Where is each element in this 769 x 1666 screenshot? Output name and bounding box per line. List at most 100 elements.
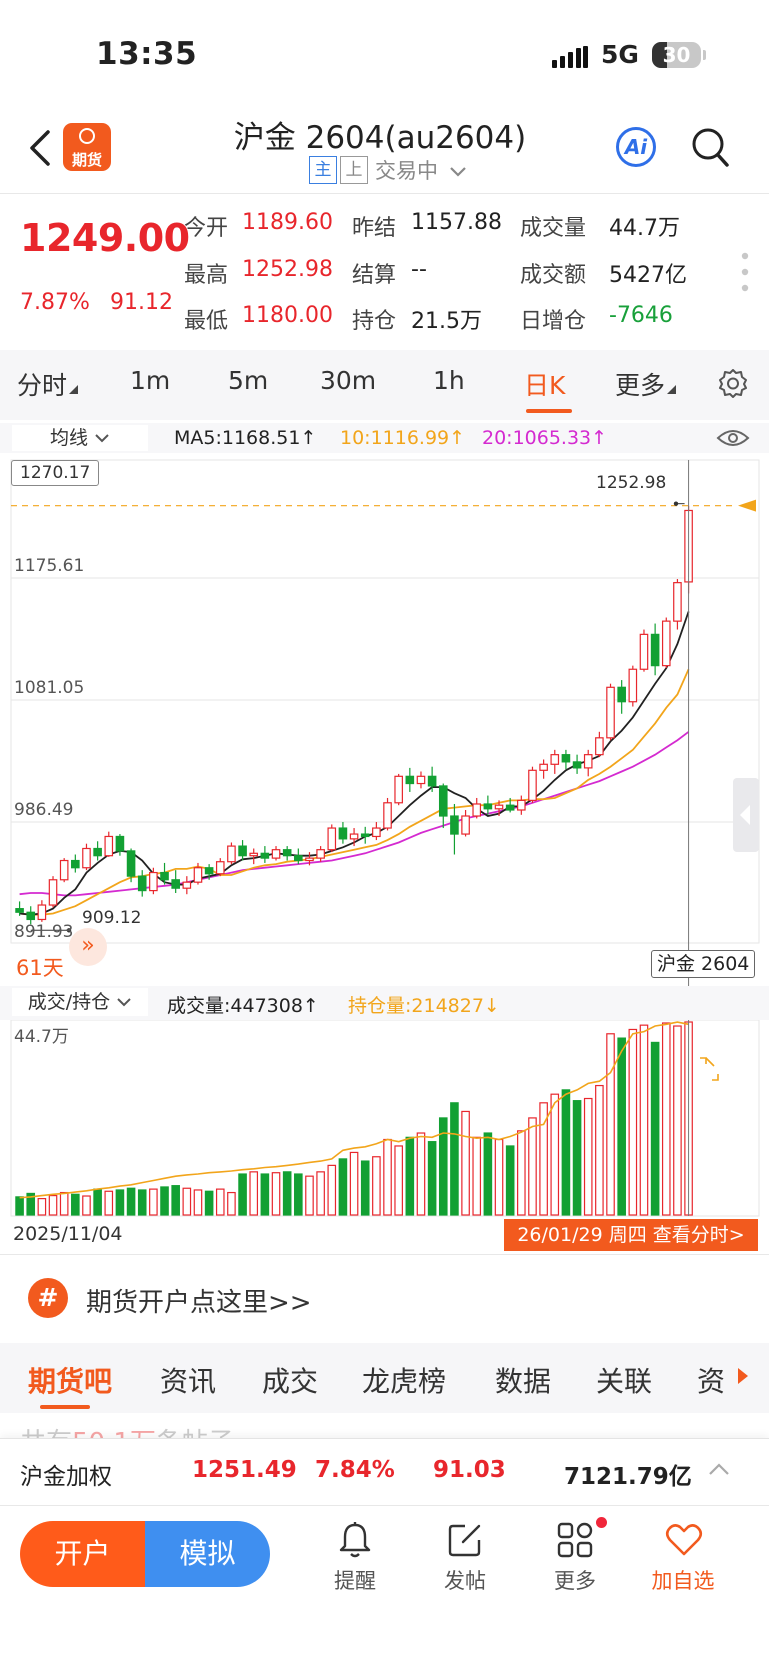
tab-daily-k[interactable]: 日K	[524, 371, 566, 400]
candle	[394, 773, 403, 806]
ma-selector[interactable]: 均线	[12, 425, 148, 451]
view-intraday-button[interactable]: 26/01/29 周四 查看分时>	[504, 1219, 758, 1251]
candle	[561, 749, 571, 770]
candle	[204, 864, 214, 880]
candle-body	[327, 827, 337, 851]
more-vertical-icon[interactable]	[741, 252, 749, 292]
tab-30m[interactable]: 30m	[320, 366, 377, 395]
candle	[137, 870, 147, 897]
content-tabbar	[0, 1343, 769, 1413]
candle	[126, 848, 136, 883]
signal-icon	[552, 46, 588, 68]
trade-status-text: 交易中	[375, 159, 438, 183]
bell-icon[interactable]	[335, 1520, 375, 1560]
tab-1m[interactable]: 1m	[130, 366, 171, 395]
weighted-index-row[interactable]	[0, 1438, 769, 1505]
chart-overlay	[11, 460, 756, 1216]
period-tabbar	[0, 350, 769, 420]
candle-body	[517, 799, 526, 811]
oi-label: 持仓	[352, 309, 397, 334]
low-label: 最低	[184, 309, 229, 334]
candle	[372, 822, 381, 841]
candle	[338, 822, 348, 844]
tab-trades[interactable]: 成交	[262, 1365, 319, 1398]
candle	[71, 854, 80, 873]
candle-body	[539, 763, 548, 771]
candle-body	[59, 859, 69, 881]
candle-body	[227, 845, 236, 863]
trade-status[interactable]: 交易中	[375, 155, 468, 185]
open-account-promo[interactable]: 期货开户点这里>>	[86, 1288, 312, 1318]
kline-chart[interactable]	[0, 453, 769, 1218]
volume-bar	[517, 1130, 526, 1216]
nav-alert-label[interactable]: 提醒	[334, 1569, 376, 1593]
volume-bar	[215, 1188, 225, 1216]
candle	[59, 858, 69, 883]
candle-body	[26, 911, 36, 921]
chevron-up-icon[interactable]	[708, 1462, 730, 1476]
nav-post-label[interactable]: 发帖	[444, 1569, 486, 1593]
tab-5m[interactable]: 5m	[228, 366, 269, 395]
notification-dot	[596, 1517, 607, 1528]
volume-selector[interactable]: 成交/持仓	[12, 988, 148, 1016]
caret-right-icon[interactable]	[736, 1366, 750, 1386]
tab-leaderboard[interactable]: 龙虎榜	[362, 1365, 447, 1398]
ai-icon[interactable]: Ai	[616, 127, 656, 167]
back-icon[interactable]	[26, 128, 56, 168]
low-marker-dot	[66, 928, 72, 933]
volume-bar	[394, 1145, 403, 1216]
volume-bar	[160, 1186, 169, 1216]
last-price: 1249.00	[20, 216, 190, 260]
volume-value: 44.7万	[609, 216, 680, 241]
candle	[617, 680, 626, 714]
open-account-button[interactable]: 开户	[20, 1521, 145, 1587]
candle-body	[673, 582, 682, 622]
candle	[115, 834, 125, 856]
heart-icon[interactable]	[664, 1520, 704, 1560]
nav-more-label[interactable]: 更多	[554, 1569, 596, 1593]
logo-mark-icon	[79, 128, 95, 144]
double-chevron-icon[interactable]: »	[69, 928, 107, 966]
eye-icon[interactable]	[716, 428, 750, 448]
volume-bar	[639, 1024, 649, 1216]
simulate-button[interactable]: 模拟	[145, 1521, 270, 1587]
candle-body	[249, 852, 259, 857]
oi-value: 21.5万	[411, 309, 482, 334]
weighted-turnover: 7121.79亿	[564, 1464, 692, 1490]
oi-change-label: 日增仓	[520, 309, 587, 334]
price-level-label: 1175.61	[14, 556, 85, 576]
volume-bar	[372, 1156, 381, 1216]
candle	[539, 759, 548, 779]
battery-level	[652, 42, 667, 68]
tab-intraday[interactable]: 分时	[17, 366, 79, 402]
tab-more[interactable]: 更多	[615, 366, 677, 402]
tab-related[interactable]: 关联	[596, 1365, 653, 1398]
nav-watchlist-label[interactable]: 加自选	[651, 1569, 715, 1593]
volume-bar	[505, 1145, 515, 1216]
gear-icon[interactable]	[718, 368, 748, 398]
logo-text: 期货	[71, 151, 102, 169]
edit-post-icon[interactable]	[445, 1520, 485, 1560]
battery-percent: 30	[662, 43, 691, 67]
chevron-down-icon	[449, 167, 466, 177]
tab-forum[interactable]: 期货吧	[28, 1365, 113, 1398]
grid-more-icon[interactable]	[555, 1520, 595, 1560]
tab-news[interactable]: 资讯	[160, 1365, 217, 1398]
tab-1h[interactable]: 1h	[433, 366, 465, 395]
page-title[interactable]: 沪金 2604(au2604)	[233, 120, 527, 156]
drawer-handle[interactable]	[733, 778, 759, 852]
volume-bar	[37, 1198, 47, 1216]
candle	[327, 824, 337, 853]
candle-body	[550, 754, 560, 765]
candle	[271, 846, 281, 861]
candle	[171, 870, 180, 894]
candle	[48, 876, 58, 908]
tab-truncated[interactable]: 资	[697, 1365, 726, 1398]
candle-body	[82, 847, 91, 869]
volume-bar	[238, 1173, 247, 1216]
tab-data[interactable]: 数据	[495, 1365, 552, 1398]
search-icon[interactable]	[690, 125, 730, 169]
volume-bar	[450, 1102, 459, 1216]
candle	[661, 617, 671, 669]
prev-settle-label: 昨结	[352, 216, 397, 241]
